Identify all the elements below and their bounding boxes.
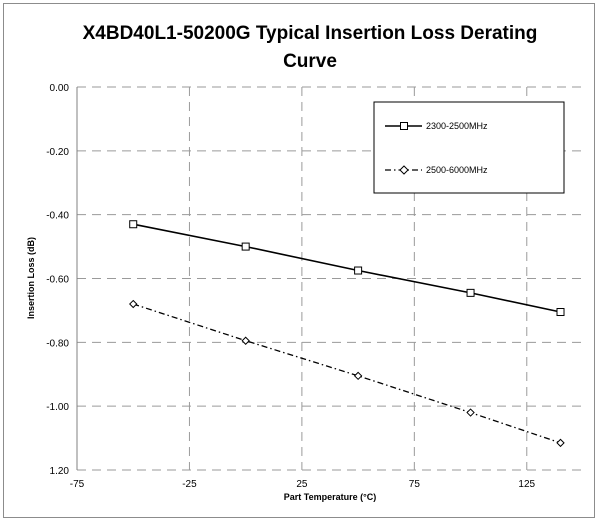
y-tick-label: -0.60 [46,275,69,286]
data-point [354,266,363,275]
x-tick-label: 75 [409,479,421,490]
legend-label-series-1: 2300-2500MHz [426,121,488,131]
tick-label-layer: 0.00 -0.20 -0.40 -0.60 -0.80 -1.00 1.20-75 -25 2… [46,83,535,490]
chart-title-line-1: X4BD40L1-50200G Typical Insertion Loss D… [83,23,538,44]
data-point [241,336,250,345]
legend-marker-series-2 [399,165,409,175]
legend-label-series-2: 2500-6000MHz [426,165,488,175]
y-tick-label: 1.20 [50,466,70,477]
y-tick-label: 0.00 [50,83,70,94]
y-tick-label: -0.40 [46,211,69,222]
data-point [353,371,363,381]
x-tick-label: 25 [296,479,308,490]
chart-title-line-2: Curve [283,51,337,72]
data-point [466,288,475,297]
x-tick-label: -25 [182,479,197,490]
y-axis-label: Insertion Loss (dB) [26,237,36,319]
y-tick-label: -0.20 [46,147,69,158]
data-point [241,242,250,251]
data-point [556,308,565,317]
y-tick-label: -0.80 [46,338,69,349]
data-point [466,408,475,417]
data-point [556,438,565,448]
series-layer [129,220,565,448]
x-tick-label: -75 [70,479,85,490]
x-tick-label: 125 [518,479,535,490]
legend-box [373,101,565,194]
x-axis-label: Part Temperature (°C) [284,492,376,502]
legend-marker-series-1 [400,122,408,130]
legend: 2300-2500MHz 2500-6000MHz [373,101,565,194]
data-point [129,220,138,229]
y-tick-label: -1.00 [46,402,69,413]
data-point [129,299,138,309]
